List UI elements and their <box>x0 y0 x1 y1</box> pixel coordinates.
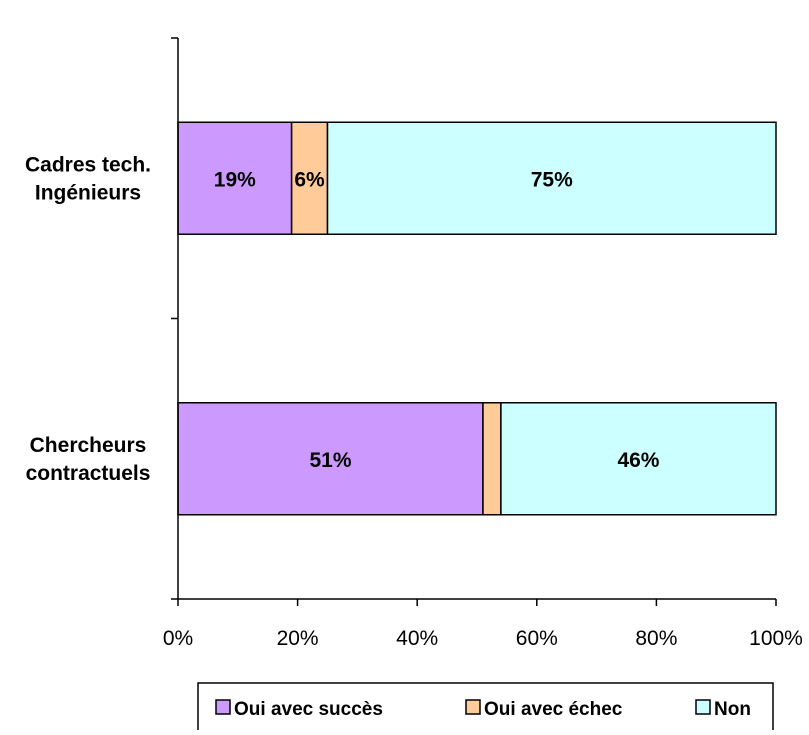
bar-segment <box>326 121 777 235</box>
data-label: 19% <box>214 168 256 191</box>
data-label: 46% <box>617 449 659 472</box>
bar-segment <box>177 402 484 516</box>
bar-segment <box>177 121 293 235</box>
category-label-line: Chercheurs <box>30 434 147 457</box>
data-label: 75% <box>531 168 573 191</box>
x-tick-label: 60% <box>516 627 558 650</box>
bar-segment <box>482 402 502 516</box>
legend-box <box>197 682 774 735</box>
category-label-line: Ingénieurs <box>35 181 141 204</box>
legend-label: Oui avec échec <box>484 699 623 720</box>
bar-segment <box>290 121 329 235</box>
x-tick-label: 80% <box>635 627 677 650</box>
category-label-line: Cadres tech. <box>25 153 151 176</box>
category-label: Cadres tech. Ingénieurs <box>25 153 151 204</box>
legend-swatch <box>695 699 711 715</box>
x-tick-label: 40% <box>396 627 438 650</box>
category-label-line: contractuels <box>26 462 151 485</box>
legend-swatch <box>215 699 231 715</box>
x-tick-label: 100% <box>749 627 803 650</box>
legend-label: Oui avec succès <box>234 699 383 720</box>
legend-swatch <box>465 699 481 715</box>
data-label: 6% <box>294 168 325 191</box>
data-label: 51% <box>309 449 351 472</box>
x-tick-label: 20% <box>277 627 319 650</box>
legend-label: Non <box>714 699 751 720</box>
x-tick-label: 0% <box>163 627 193 650</box>
category-label: Chercheurs contractuels <box>26 434 151 485</box>
bar-segment <box>500 402 777 516</box>
